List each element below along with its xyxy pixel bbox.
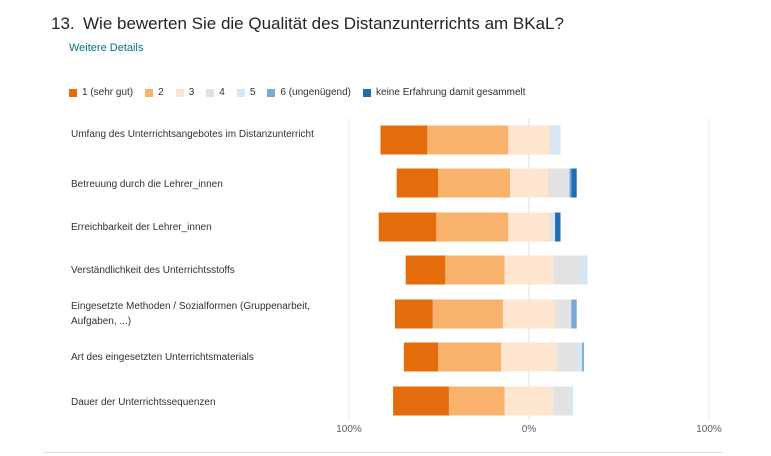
bar-segment-r3-s1 bbox=[378, 212, 437, 242]
bar-segment-r5-s3 bbox=[502, 299, 556, 329]
legend-label-4: 4 bbox=[219, 87, 225, 98]
bar-segment-r7-s5 bbox=[569, 386, 574, 416]
legend-swatch-6 bbox=[267, 88, 276, 97]
bar-segment-r2-s3 bbox=[510, 168, 548, 198]
bar-segment-r5-s4 bbox=[555, 299, 570, 329]
legend-label-5: 5 bbox=[249, 87, 256, 98]
bottom-divider bbox=[43, 452, 723, 453]
bar-segment-r5-s1 bbox=[394, 299, 433, 329]
row-label-dauer: Dauer der Unterrichtssequenzen bbox=[71, 397, 216, 408]
bar-segment-r3-s4 bbox=[549, 212, 554, 242]
legend-swatch-1 bbox=[69, 88, 77, 97]
legend-item-2: 2 bbox=[145, 87, 164, 98]
bar-segment-r5-s2 bbox=[432, 299, 503, 329]
bar-segment-r5-s6 bbox=[571, 299, 577, 329]
legend-item-1: 1 (sehr gut) bbox=[69, 87, 133, 98]
bar-segment-r1-s3 bbox=[508, 125, 550, 155]
row-label-verstaendlichkeit: Verständlichkeit des Unterrichtsstoffs bbox=[71, 265, 235, 276]
bar-segment-r4-s1 bbox=[405, 255, 446, 285]
row-label-erreichbarkeit: Erreichbarkeit der Lehrer_innen bbox=[71, 222, 212, 233]
bar-segment-r2-s6 bbox=[569, 168, 572, 198]
legend-label-2: 2 bbox=[158, 87, 164, 98]
legend-label-1: 1 (sehr gut) bbox=[82, 87, 134, 98]
x-tick-label-3: 100% bbox=[696, 424, 722, 435]
bar-segment-r3-s7 bbox=[555, 212, 561, 242]
bar-segment-r6-s6 bbox=[582, 342, 584, 372]
legend-label-7: keine Erfahrung damit gesammelt bbox=[376, 87, 526, 98]
row-label-material: Art des eingesetzten Unterrichtsmaterial… bbox=[71, 352, 254, 363]
legend-item-7: keine Erfahrung damit gesammelt bbox=[363, 87, 526, 98]
bar-segment-r1-s5 bbox=[551, 125, 561, 155]
bar-segment-r2-s2 bbox=[438, 168, 511, 198]
bar-segment-r5-s5 bbox=[569, 299, 572, 329]
bar-segment-r3-s3 bbox=[508, 212, 550, 242]
legend-item-6: 6 (ungenügend) bbox=[267, 87, 351, 98]
bar-segment-r2-s4 bbox=[547, 168, 568, 198]
bar-segment-r1-s2 bbox=[427, 125, 509, 155]
legend-swatch-2 bbox=[145, 88, 154, 97]
legend-swatch-3 bbox=[175, 88, 184, 97]
bar-segment-r2-s7 bbox=[571, 168, 577, 198]
bar-segment-r7-s4 bbox=[553, 386, 570, 416]
question-number: 13. bbox=[51, 14, 75, 33]
legend-label-6: 6 (ungenügend) bbox=[280, 87, 352, 98]
legend-swatch-4 bbox=[206, 88, 215, 97]
legend-swatch-5 bbox=[236, 88, 245, 97]
row-label-betreuung: Betreuung durch die Lehrer_innen bbox=[71, 179, 223, 190]
bar-segment-r4-s5 bbox=[580, 255, 588, 285]
bar-segment-r4-s2 bbox=[445, 255, 505, 285]
x-tick-label-2: 0% bbox=[522, 424, 537, 435]
bar-segment-r6-s2 bbox=[438, 342, 502, 372]
legend-item-3: 3 bbox=[175, 87, 195, 98]
chart-legend: 1 (sehr gut) 2 3 4 5 6 (ungenügend) kein… bbox=[69, 87, 538, 98]
bar-segment-r2-s5 bbox=[567, 168, 570, 198]
bar-segment-r4-s4 bbox=[553, 255, 581, 285]
row-label-umfang: Umfang des Unterrichtsangebotes im Dista… bbox=[71, 129, 314, 140]
bar-segment-r6-s4 bbox=[556, 342, 577, 372]
bar-segment-r6-s1 bbox=[403, 342, 439, 372]
x-tick-label-1: 100% bbox=[336, 424, 362, 435]
bar-segment-r1-s1 bbox=[380, 125, 428, 155]
row-label-methoden: Eingesetzte Methoden / Sozialformen (Gru… bbox=[71, 301, 311, 327]
bar-segment-r6-s3 bbox=[501, 342, 557, 372]
bar-segment-r7-s1 bbox=[393, 386, 449, 416]
bar-segment-r4-s3 bbox=[504, 255, 554, 285]
legend-swatch-7 bbox=[363, 88, 372, 97]
legend-label-3: 3 bbox=[188, 87, 195, 98]
bar-segment-r7-s3 bbox=[504, 386, 554, 416]
legend-item-4: 4 bbox=[206, 87, 225, 98]
bar-segment-r2-s1 bbox=[396, 168, 439, 198]
bar-segment-r6-s5 bbox=[576, 342, 583, 372]
bar-segment-r3-s5 bbox=[553, 212, 556, 242]
bar-segment-r7-s2 bbox=[448, 386, 505, 416]
bar-segment-r1-s4 bbox=[549, 125, 552, 155]
bar-segment-r3-s2 bbox=[436, 212, 509, 242]
question-title: Wie bewerten Sie die Qualität des Distan… bbox=[83, 14, 564, 33]
legend-item-5: 5 bbox=[236, 87, 256, 98]
more-details-link[interactable]: Weitere Details bbox=[69, 42, 144, 54]
